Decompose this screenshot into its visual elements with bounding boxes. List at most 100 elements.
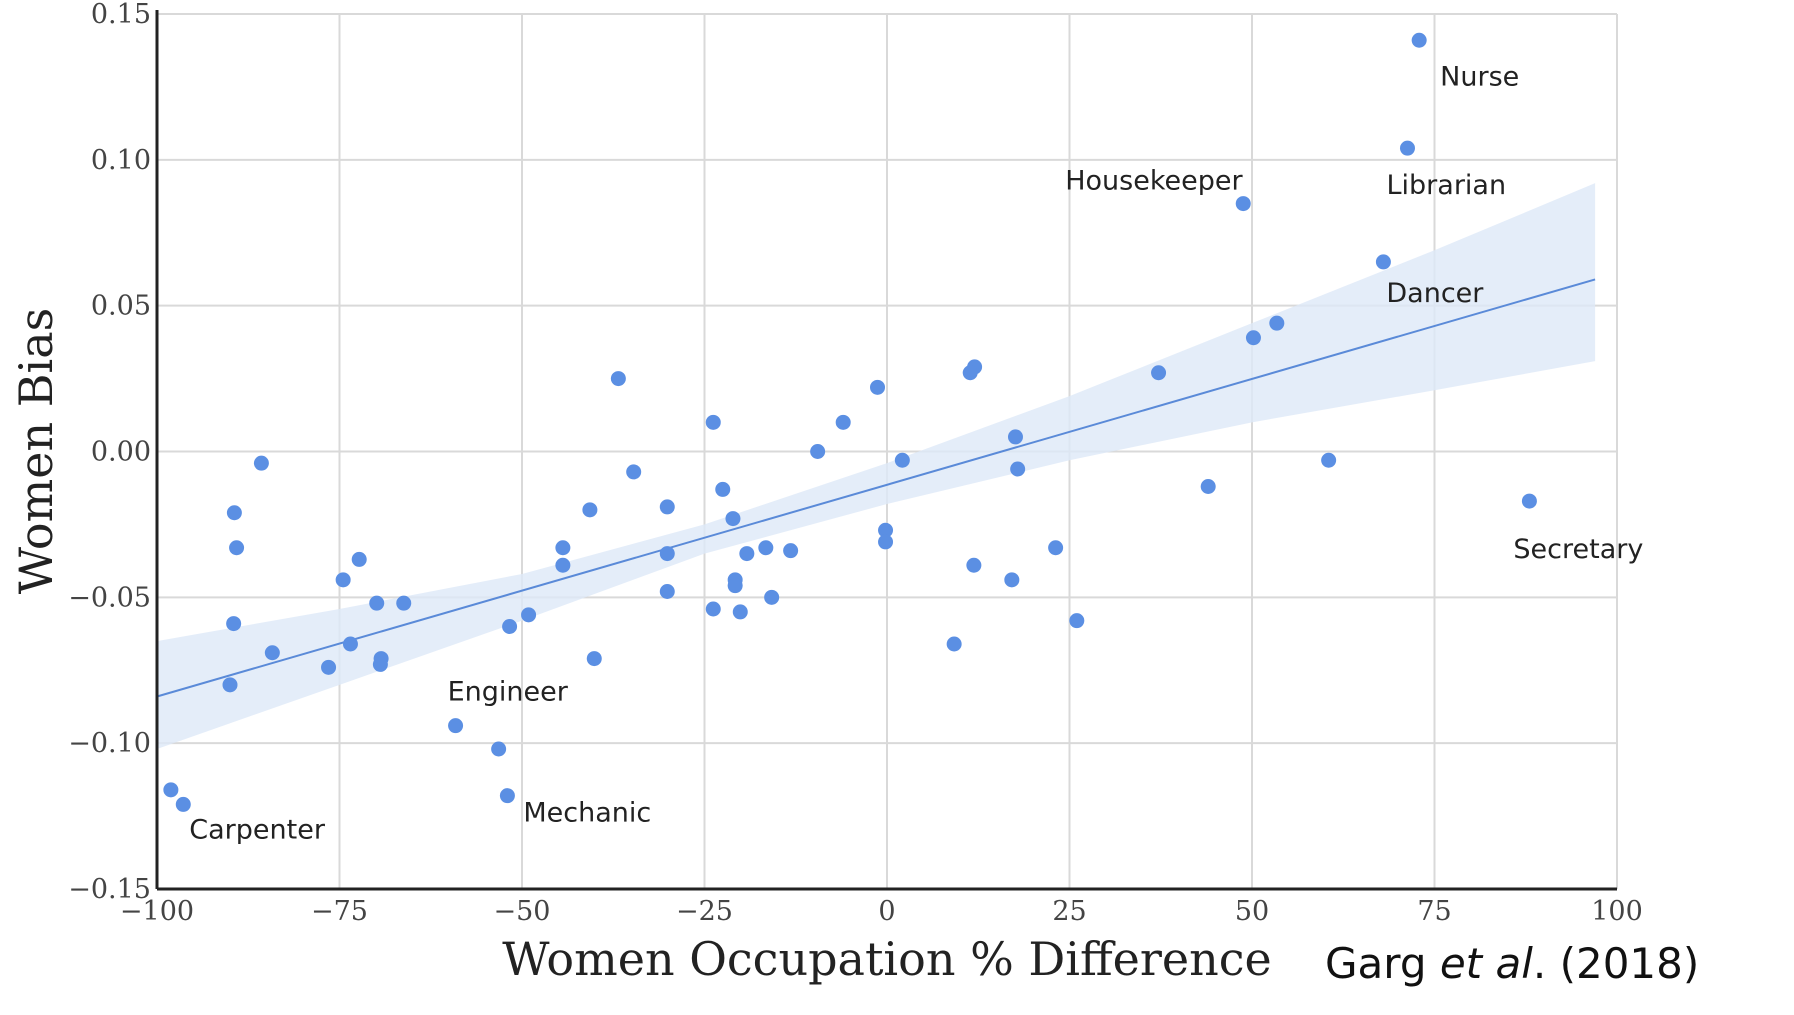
x-tick-label: 50 xyxy=(1235,896,1269,927)
data-point xyxy=(810,444,826,459)
data-point xyxy=(732,604,748,620)
y-tick-label: 0.00 xyxy=(91,437,151,468)
x-tick-label: −75 xyxy=(311,896,368,927)
data-point xyxy=(342,636,358,652)
data-point xyxy=(626,464,642,480)
data-point xyxy=(351,551,367,567)
data-point xyxy=(705,414,721,430)
data-point xyxy=(870,379,886,395)
data-point xyxy=(396,595,412,611)
data-point xyxy=(894,452,910,468)
data-point xyxy=(226,616,242,632)
grid xyxy=(156,13,1618,890)
confidence-band xyxy=(157,183,1596,749)
annotation-label: Secretary xyxy=(1513,534,1643,565)
data-point xyxy=(586,651,602,667)
axes xyxy=(155,10,1617,891)
data-point xyxy=(739,546,755,562)
data-point xyxy=(835,414,851,430)
data-point xyxy=(369,595,385,611)
data-point xyxy=(878,534,894,550)
data-point xyxy=(1399,140,1415,156)
data-point xyxy=(758,540,774,556)
data-point xyxy=(1269,315,1285,331)
data-point xyxy=(491,741,507,757)
annotation-label: Librarian xyxy=(1386,170,1506,201)
data-point xyxy=(521,607,537,623)
data-point xyxy=(321,659,337,675)
data-point xyxy=(1048,540,1064,556)
data-point xyxy=(783,543,799,559)
data-point xyxy=(946,636,962,652)
data-point xyxy=(878,522,894,538)
citation-author: Garg xyxy=(1325,939,1440,988)
data-point xyxy=(175,796,191,812)
data-point xyxy=(1010,461,1026,477)
annotation-label: Housekeeper xyxy=(1065,166,1243,197)
data-point xyxy=(555,540,571,556)
annotations: Nurse Librarian Housekeeper Dancer Secretary… xyxy=(189,61,1643,845)
x-axis-title: Women Occupation % Difference xyxy=(502,932,1271,986)
data-point xyxy=(448,718,464,734)
data-point xyxy=(1375,254,1391,270)
data-point xyxy=(1235,196,1251,212)
data-point xyxy=(966,557,982,573)
annotation-label: Mechanic xyxy=(523,798,651,829)
data-point xyxy=(253,455,269,471)
y-tick-label: 0.15 xyxy=(91,0,151,30)
data-point xyxy=(582,502,598,518)
data-point xyxy=(502,619,518,634)
data-point xyxy=(1200,479,1216,494)
data-point xyxy=(555,557,571,573)
x-tick-label: 75 xyxy=(1417,896,1451,927)
y-axis-title: Women Bias xyxy=(9,308,63,595)
data-point xyxy=(226,505,242,521)
data-point xyxy=(659,546,675,562)
data-point xyxy=(725,511,741,527)
data-point xyxy=(659,499,675,515)
y-tick-label: 0.10 xyxy=(91,145,151,176)
annotation-label: Nurse xyxy=(1440,61,1519,92)
citation-year: . (2018) xyxy=(1533,939,1699,988)
y-tick-label: −0.15 xyxy=(68,874,151,905)
y-tick-label: −0.10 xyxy=(68,728,151,759)
data-point xyxy=(1321,452,1337,468)
data-point xyxy=(715,481,731,497)
annotation-label: Dancer xyxy=(1386,278,1484,309)
data-point xyxy=(727,578,743,594)
annotation-label: Engineer xyxy=(448,677,569,708)
data-point xyxy=(229,540,245,556)
x-tick-label: 100 xyxy=(1591,896,1643,927)
x-tick-label: 25 xyxy=(1052,896,1086,927)
data-point xyxy=(659,584,675,599)
data-point xyxy=(705,601,721,617)
data-point xyxy=(1411,32,1427,48)
citation: Garg et al. (2018) xyxy=(1325,939,1699,988)
data-point xyxy=(1069,613,1085,629)
citation-etal: et al xyxy=(1440,939,1533,988)
data-point xyxy=(1521,493,1537,509)
data-points xyxy=(163,32,1537,812)
data-point xyxy=(499,788,515,804)
data-point xyxy=(764,589,780,605)
data-point xyxy=(264,645,280,661)
data-point xyxy=(163,782,179,798)
regression-line xyxy=(156,278,1596,698)
y-tick-label: −0.05 xyxy=(68,582,151,613)
data-point xyxy=(372,656,388,672)
x-tick-label: 0 xyxy=(878,896,895,927)
data-point xyxy=(1245,330,1261,346)
data-point xyxy=(1151,365,1167,381)
data-point xyxy=(1004,572,1020,588)
data-point xyxy=(962,365,978,381)
tick-labels: −100 −75 −50 −25 0 25 50 75 100 −0.15 −0.10 −0.05 0.… xyxy=(68,0,1643,927)
data-point xyxy=(1007,429,1023,445)
y-tick-label: 0.05 xyxy=(91,291,151,322)
x-tick-label: −100 xyxy=(120,896,194,927)
data-point xyxy=(610,371,626,387)
data-point xyxy=(335,572,351,588)
x-tick-label: −50 xyxy=(494,896,551,927)
annotation-label: Carpenter xyxy=(189,814,326,845)
x-tick-label: −25 xyxy=(676,896,733,927)
